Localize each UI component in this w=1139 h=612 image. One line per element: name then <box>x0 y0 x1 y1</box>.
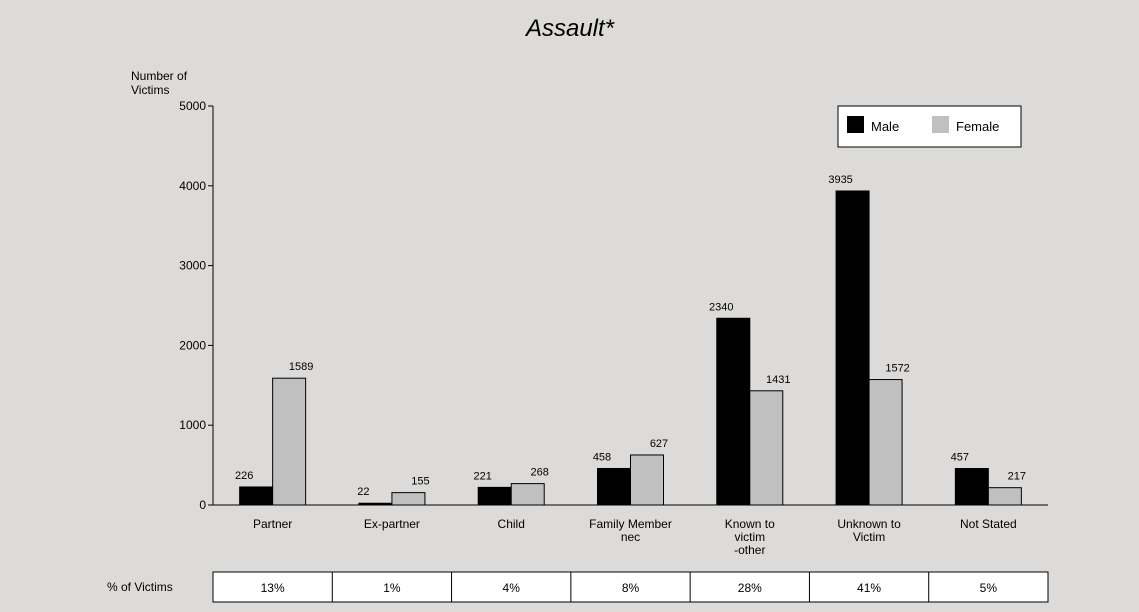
bar-female <box>272 377 307 506</box>
bar-female <box>749 390 784 506</box>
bars: 226 1589 22 155 221 268 458 627 2340 1431 3935 1572… <box>235 174 1026 506</box>
pct-table-frame <box>212 571 1049 603</box>
category-label: nec <box>621 530 640 544</box>
value-label-male: 221 <box>474 470 492 482</box>
chart-title: Assault* <box>524 15 615 42</box>
pct-table: 13% 1% 4% 8% 28% 41% 5% <box>212 571 1049 603</box>
category-label: -other <box>734 543 765 557</box>
value-label-male: 2340 <box>709 301 733 313</box>
category-label: Known to <box>725 517 775 531</box>
category-label: Victim <box>853 530 885 544</box>
bar-male <box>597 467 631 506</box>
pct-table-cell: 41% <box>857 581 881 595</box>
value-label-female: 268 <box>531 467 549 479</box>
bar-female <box>987 487 1022 506</box>
category-label: victim <box>734 530 765 544</box>
pct-table-cell: 13% <box>261 581 285 595</box>
bar-female <box>391 492 426 506</box>
y-tick-label: 4000 <box>179 179 206 193</box>
y-axis-label-line-1: Number of <box>131 69 188 83</box>
pct-table-cell: 28% <box>738 581 762 595</box>
value-label-female: 627 <box>650 438 668 450</box>
bar-male <box>358 502 393 506</box>
value-label-female: 1589 <box>289 361 313 373</box>
value-label-male: 3935 <box>828 174 852 186</box>
legend-label-female: Female <box>956 119 999 134</box>
category-label: Unknown to <box>837 517 901 531</box>
category-label: Child <box>498 517 525 531</box>
bar-male <box>239 486 274 506</box>
value-label-female: 1431 <box>766 374 790 386</box>
legend-label-male: Male <box>871 119 899 134</box>
category-label: Ex-partner <box>364 517 420 531</box>
value-label-female: 155 <box>411 476 429 488</box>
category-label: Partner <box>253 517 292 531</box>
value-label-male: 458 <box>593 451 611 463</box>
bar-male <box>835 190 870 506</box>
legend-swatch-male <box>847 116 864 133</box>
pct-table-cell: 1% <box>383 581 401 595</box>
category-label: Family Member <box>589 517 672 531</box>
bar-female <box>868 379 903 506</box>
value-label-female: 1572 <box>885 363 909 375</box>
value-label-male: 22 <box>357 486 369 498</box>
legend-swatch-female <box>932 116 949 133</box>
pct-table-cell: 4% <box>503 581 521 595</box>
legend-box <box>837 105 1022 148</box>
y-tick-label: 5000 <box>179 99 206 113</box>
value-label-male: 226 <box>235 470 253 482</box>
bar-female <box>510 483 545 506</box>
bar-male <box>954 468 989 506</box>
pct-table-label: % of Victims <box>107 580 173 594</box>
y-tick-label: 3000 <box>179 259 206 273</box>
legend: Male Female <box>837 105 1022 148</box>
bar-female <box>630 454 664 506</box>
y-tick-label: 1000 <box>179 418 206 432</box>
y-axis-label-line-2: Victims <box>131 83 169 97</box>
bar-male <box>716 317 751 506</box>
y-tick-label: 2000 <box>179 338 206 352</box>
value-label-female: 217 <box>1008 471 1026 483</box>
pct-table-cell: 8% <box>622 581 640 595</box>
pct-table-cell: 5% <box>980 581 998 595</box>
bar-male <box>477 486 512 506</box>
y-axis: 0 1000 2000 3000 4000 5000 <box>179 99 214 512</box>
category-label: Not Stated <box>960 517 1017 531</box>
value-label-male: 457 <box>951 452 969 464</box>
y-tick-label: 0 <box>199 498 206 512</box>
